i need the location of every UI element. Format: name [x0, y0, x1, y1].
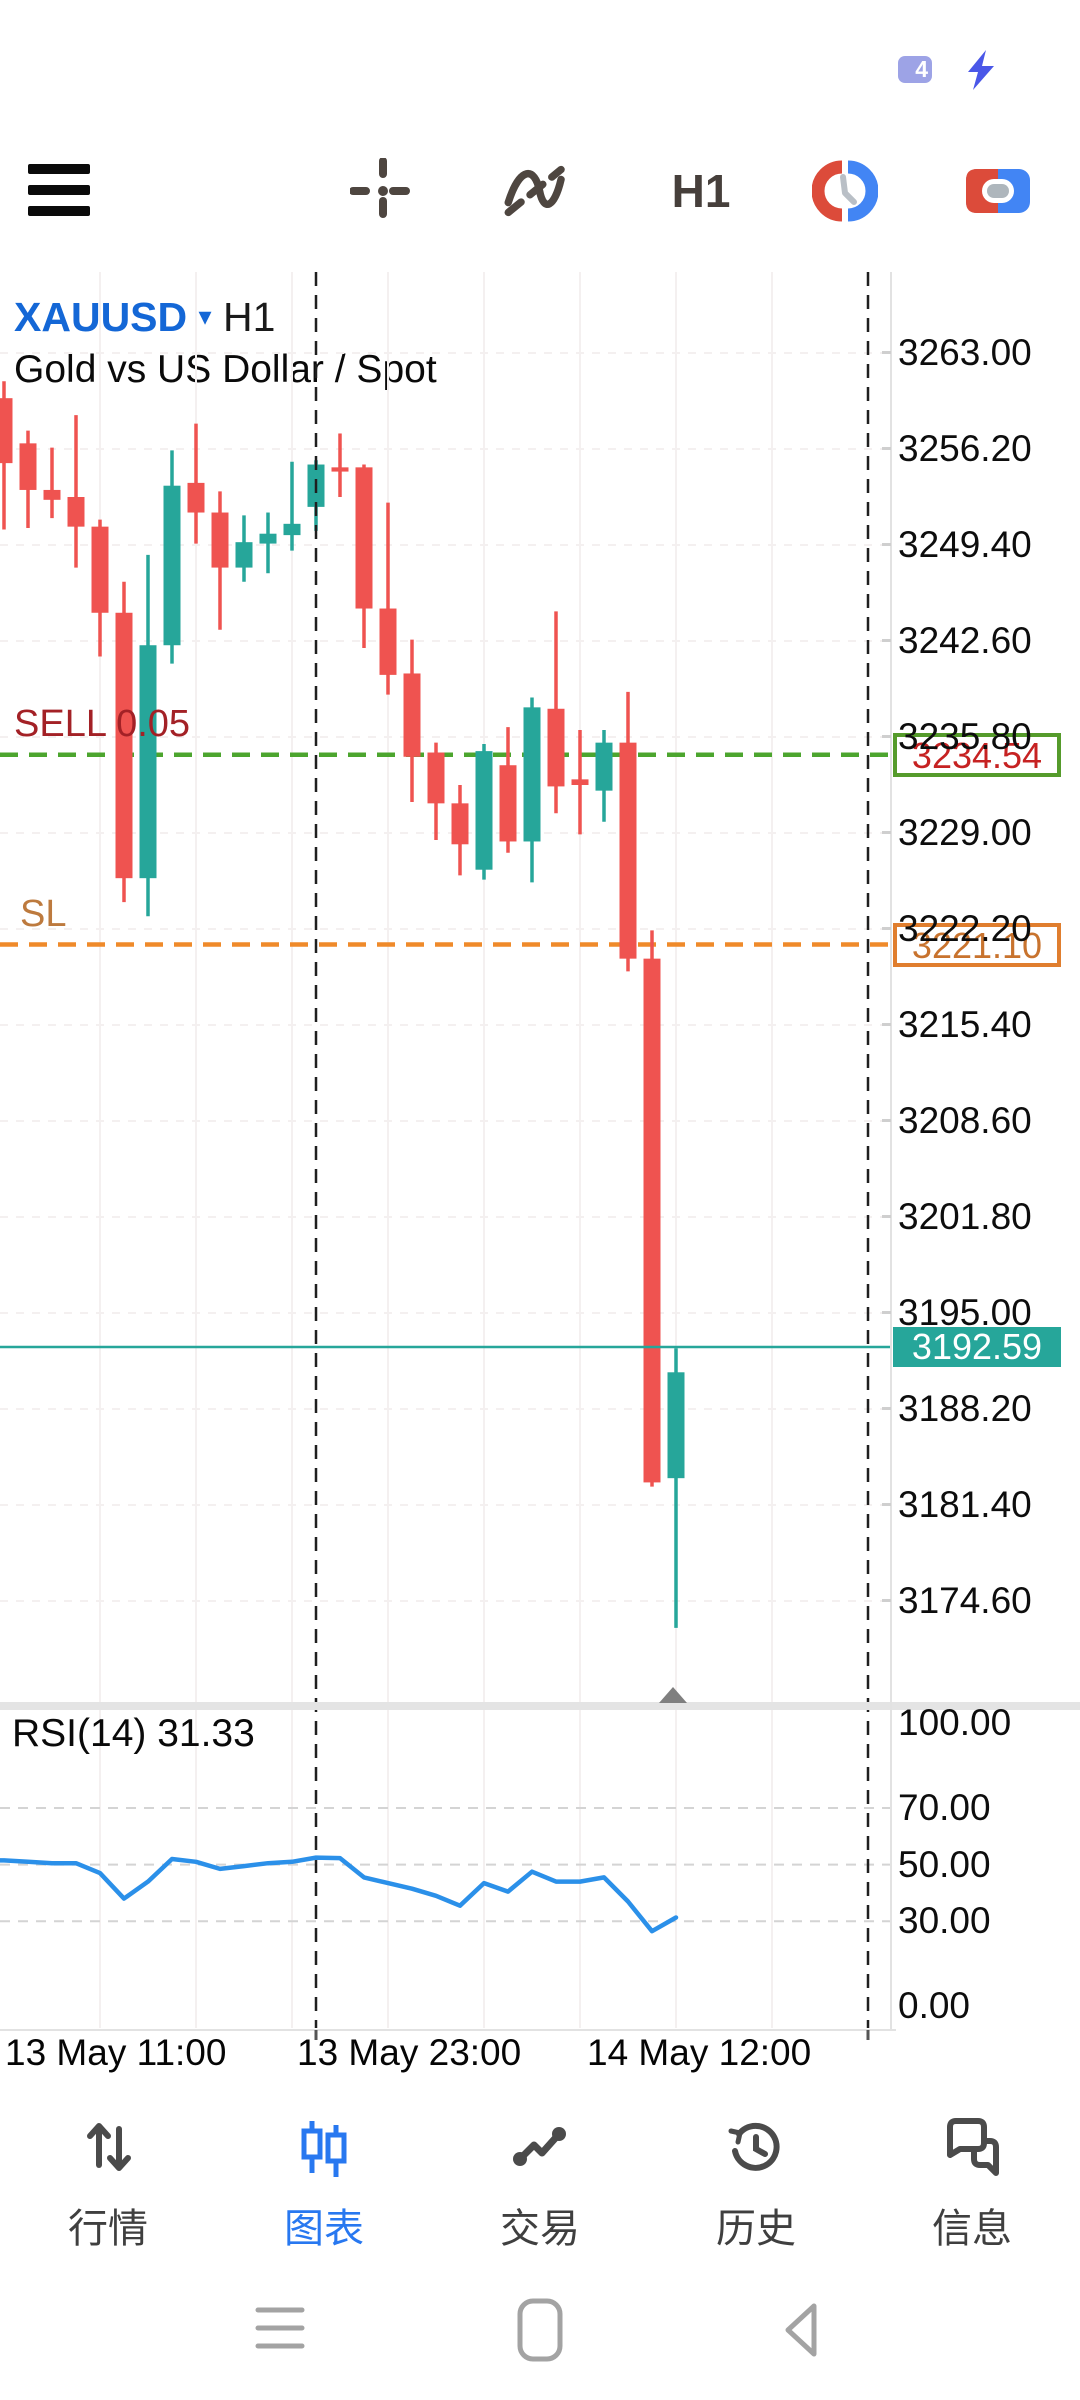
candle-body: [211, 512, 229, 568]
price-tick-mark: [882, 1214, 891, 1218]
pane-separator: [0, 1702, 1080, 1710]
indicators-icon[interactable]: [500, 158, 566, 224]
header-timeframe: H1: [223, 294, 276, 340]
price-tick-mark: [882, 1502, 891, 1506]
price-tick-mark: [882, 1406, 891, 1410]
price-tick-label: 3256.20: [898, 427, 1032, 469]
price-tick-mark: [882, 1022, 891, 1026]
candle-body: [187, 482, 205, 513]
rsi-tick-label: 30.00: [898, 1900, 991, 1942]
rsi-tick-label: 0.00: [898, 1985, 971, 2027]
symbol-dropdown-caret-icon[interactable]: ▾: [198, 301, 212, 331]
price-tick-label: 3215.40: [898, 1003, 1032, 1045]
sell-position-label: SELL 0.05: [14, 702, 191, 745]
history-clock-icon: [728, 2122, 780, 2171]
pane-toggle-arrow-icon: [659, 1687, 687, 1703]
trade-trend-icon: [513, 2127, 566, 2166]
price-tick-mark: [882, 351, 891, 354]
candle-body: [619, 742, 637, 959]
price-tick-mark: [882, 1118, 891, 1122]
flash-status-icon: [968, 50, 994, 90]
price-tick-mark: [882, 734, 891, 738]
price-tick-label: 3208.60: [898, 1099, 1032, 1141]
new-order-icon[interactable]: [965, 158, 1031, 224]
tab-charts[interactable]: 图表: [216, 2108, 432, 2268]
price-tick-mark: [882, 1598, 891, 1602]
candle-body: [379, 608, 397, 675]
time-axis-label: 14 May 12:00: [587, 2032, 812, 2073]
price-tick-mark: [882, 926, 891, 930]
price-tick-label: 3229.00: [898, 811, 1032, 853]
stop-loss-price-tag: 3221.10: [893, 922, 1061, 967]
price-tick-mark: [882, 446, 891, 450]
price-tick-mark: [882, 542, 891, 546]
symbol-description: Gold vs US Dollar / Spot: [14, 348, 437, 391]
price-tick-mark: [882, 830, 891, 834]
candle-body: [67, 496, 85, 527]
candle-body: [91, 526, 109, 613]
price-tick-label: 3222.20: [898, 907, 1032, 949]
candle-body: [499, 765, 517, 842]
home-nav-icon[interactable]: [500, 2296, 580, 2366]
price-tick-label: 3201.80: [898, 1195, 1032, 1237]
chat-bubbles-icon: [947, 2118, 999, 2176]
menu-icon[interactable]: [26, 158, 92, 224]
current-bid-price-tag: 3192.59: [893, 1327, 1061, 1368]
rsi-line: [0, 1855, 679, 1934]
price-tick-label: 3242.60: [898, 619, 1032, 661]
time-axis-label: 13 May 11:00: [5, 2032, 227, 2073]
candle-body: [19, 443, 37, 490]
candle-body: [571, 779, 589, 785]
candle-body: [643, 958, 661, 1483]
candle-body: [427, 752, 445, 804]
candle-body: [523, 707, 541, 842]
candle-body: [163, 485, 181, 646]
price-tick-label: 3174.60: [898, 1579, 1032, 1621]
candle-body: [283, 523, 301, 536]
price-tick-label: 3263.00: [898, 332, 1032, 373]
time-axis-label: 13 May 23:00: [297, 2032, 522, 2073]
candle-body: [355, 467, 373, 609]
back-nav-icon[interactable]: [762, 2296, 842, 2366]
trading-sessions-icon[interactable]: [812, 158, 878, 224]
candle-body: [259, 533, 277, 544]
candlestick-icon: [301, 2121, 347, 2177]
candle-body: [547, 708, 565, 787]
candle-body: [115, 612, 133, 879]
price-tick-label: 3195.00: [898, 1291, 1032, 1333]
rsi-tick-label: 50.00: [898, 1843, 991, 1885]
tab-history[interactable]: 历史: [648, 2108, 864, 2268]
candle-body: [0, 398, 13, 464]
candle-body: [595, 742, 613, 791]
crosshair-icon[interactable]: [350, 158, 416, 224]
candle-body: [235, 542, 253, 568]
sell-price-tag: 3234.54: [893, 732, 1061, 777]
candle-body: [403, 673, 421, 757]
price-tick-label: 3188.20: [898, 1387, 1032, 1429]
tab-quotes[interactable]: 行情: [0, 2108, 216, 2268]
price-tick-label: 3249.40: [898, 523, 1032, 565]
tab-messages[interactable]: 信息: [864, 2108, 1080, 2268]
rsi-indicator-label: RSI(14) 31.33: [12, 1712, 255, 1755]
stop-loss-label: SL: [20, 892, 67, 935]
candle-body: [475, 751, 493, 870]
notification-count-badge: 4: [898, 56, 932, 83]
recents-nav-icon[interactable]: [240, 2296, 320, 2366]
rsi-tick-label: 100.00: [898, 1702, 1012, 1743]
candle-body: [667, 1372, 685, 1479]
price-tick-label: 3235.80: [898, 715, 1032, 757]
candle-body: [43, 489, 61, 500]
arrows-up-down-icon: [87, 2123, 131, 2171]
rsi-tick-label: 70.00: [898, 1786, 991, 1828]
candle-body: [331, 467, 349, 472]
candle-body: [139, 645, 157, 879]
timeframe-button[interactable]: H1: [671, 165, 731, 217]
price-tick-label: 3181.40: [898, 1483, 1032, 1525]
tab-trade[interactable]: 交易: [432, 2108, 648, 2268]
candle-body: [451, 803, 469, 845]
price-tick-mark: [882, 1310, 891, 1314]
price-tick-mark: [882, 638, 891, 642]
